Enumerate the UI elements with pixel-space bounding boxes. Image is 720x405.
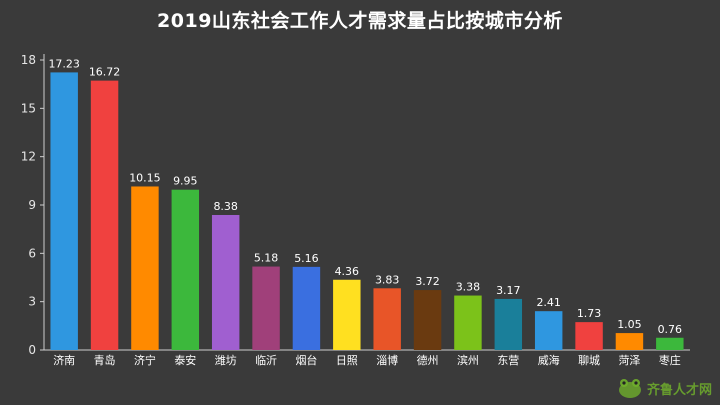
bar bbox=[575, 322, 603, 350]
y-tick-label: 18 bbox=[21, 53, 36, 67]
bar bbox=[211, 214, 240, 350]
bar-value-label: 9.95 bbox=[173, 175, 198, 188]
bar bbox=[131, 186, 159, 350]
frog-logo-icon bbox=[618, 379, 641, 398]
y-tick-label: 6 bbox=[28, 246, 36, 260]
bar-value-label: 3.72 bbox=[415, 275, 440, 288]
bar bbox=[534, 311, 563, 350]
x-tick-label: 淄博 bbox=[376, 354, 398, 367]
bar bbox=[656, 337, 684, 350]
bar-value-label: 8.38 bbox=[213, 200, 238, 213]
bar-value-label: 3.83 bbox=[375, 273, 400, 286]
bar bbox=[615, 333, 644, 350]
bar-value-label: 10.15 bbox=[129, 171, 161, 184]
x-tick-label: 菏泽 bbox=[618, 354, 640, 367]
y-tick-label: 12 bbox=[21, 150, 36, 164]
x-tick-label: 聊城 bbox=[578, 353, 600, 367]
bar bbox=[171, 189, 200, 350]
x-tick-label: 泰安 bbox=[174, 353, 196, 367]
bar-value-label: 3.38 bbox=[456, 281, 481, 294]
bar-value-label: 1.05 bbox=[617, 318, 642, 331]
x-tick-label: 东营 bbox=[497, 353, 519, 367]
x-tick-label: 济南 bbox=[53, 353, 75, 367]
bar-value-label: 5.16 bbox=[294, 252, 319, 265]
y-tick-label: 9 bbox=[28, 198, 36, 212]
bar bbox=[90, 80, 119, 350]
bar bbox=[333, 279, 361, 350]
bar bbox=[413, 290, 442, 350]
bar bbox=[373, 288, 401, 350]
bar-value-label: 2.41 bbox=[536, 296, 561, 309]
bar-value-label: 0.76 bbox=[658, 323, 683, 336]
y-tick-label: 3 bbox=[28, 295, 36, 309]
bar-value-label: 5.18 bbox=[254, 252, 279, 265]
x-tick-label: 烟台 bbox=[295, 353, 317, 367]
y-tick-label: 0 bbox=[28, 343, 36, 357]
bar-value-label: 17.23 bbox=[48, 57, 80, 70]
x-tick-label: 德州 bbox=[417, 353, 439, 367]
bar-value-label: 16.72 bbox=[89, 66, 121, 79]
bar-value-label: 4.36 bbox=[335, 265, 360, 278]
bar-value-label: 3.17 bbox=[496, 284, 521, 297]
bar bbox=[292, 266, 321, 350]
watermark: 齐鲁人才网 bbox=[617, 377, 712, 399]
bar bbox=[494, 298, 523, 350]
x-tick-label: 滨州 bbox=[457, 353, 479, 367]
x-tick-label: 临沂 bbox=[255, 353, 277, 367]
bar bbox=[252, 266, 280, 350]
watermark-brand: 齐鲁人才网 bbox=[646, 382, 712, 398]
y-tick-label: 15 bbox=[21, 101, 36, 115]
chart-title: 2019山东社会工作人才需求量占比按城市分析 bbox=[157, 10, 563, 32]
bar bbox=[50, 72, 78, 351]
bar bbox=[454, 295, 482, 350]
x-tick-label: 威海 bbox=[538, 353, 560, 367]
x-tick-label: 枣庄 bbox=[659, 353, 681, 367]
x-tick-label: 济宁 bbox=[134, 353, 156, 367]
x-tick-label: 潍坊 bbox=[215, 353, 237, 367]
x-tick-label: 日照 bbox=[336, 354, 358, 367]
x-tick-label: 青岛 bbox=[94, 353, 116, 367]
bar-value-label: 1.73 bbox=[577, 307, 602, 320]
